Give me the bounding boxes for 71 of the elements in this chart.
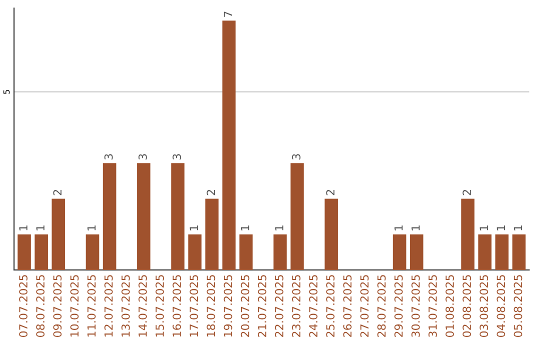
bar — [171, 163, 184, 270]
data-label: 3 — [138, 154, 147, 160]
x-tick-label: 23.07.2025 — [292, 275, 300, 337]
x-tick-label: 21.07.2025 — [258, 275, 266, 337]
x-tick-label: 26.07.2025 — [343, 275, 352, 337]
x-tick-label: 04.08.2025 — [496, 275, 506, 338]
data-label: 1 — [480, 226, 488, 230]
data-label: 1 — [19, 226, 28, 230]
data-label: 1 — [394, 226, 403, 230]
data-label: 2 — [53, 190, 62, 196]
bar — [273, 234, 287, 270]
bar — [461, 198, 474, 270]
x-tick-label: 13.07.2025 — [121, 275, 130, 337]
bar — [102, 163, 116, 270]
bar — [86, 234, 100, 270]
data-label: 3 — [172, 154, 182, 160]
y-tick-label: 5 — [3, 90, 10, 94]
bar — [512, 234, 526, 270]
data-label: 1 — [241, 226, 250, 230]
data-label: 1 — [36, 226, 44, 230]
x-tick-label: 27.07.2025 — [360, 275, 369, 337]
x-tick-label: 02.08.2025 — [462, 275, 472, 338]
data-label: 1 — [275, 226, 284, 230]
x-tick-label: 03.08.2025 — [480, 275, 488, 338]
x-tick-label: 09.07.2025 — [53, 275, 62, 338]
data-label: 2 — [206, 190, 215, 196]
x-tick-label: 11.07.2025 — [87, 275, 96, 337]
x-tick-label: 08.07.2025 — [36, 275, 45, 338]
bar — [52, 198, 66, 270]
data-label: 7 — [224, 12, 232, 17]
x-tick-label: 28.07.2025 — [377, 275, 386, 337]
x-tick-label: 22.07.2025 — [274, 275, 284, 337]
data-label: 2 — [462, 190, 471, 196]
data-label: 2 — [326, 190, 334, 196]
x-tick-label: 12.07.2025 — [104, 275, 113, 337]
bar — [478, 234, 492, 270]
x-tick-label: 29.07.2025 — [394, 275, 403, 337]
data-label: 1 — [496, 226, 505, 230]
x-tick-label: 10.07.2025 — [70, 275, 79, 337]
data-label: 1 — [514, 226, 522, 230]
x-tick-label: 31.07.2025 — [428, 275, 437, 337]
data-label: 3 — [292, 154, 300, 160]
bar — [137, 163, 150, 270]
x-tick-label: 19.07.2025 — [224, 275, 232, 337]
x-tick-label: 14.07.2025 — [138, 275, 147, 337]
x-tick-label: 24.07.2025 — [309, 275, 318, 337]
x-tick-label: 25.07.2025 — [326, 275, 335, 337]
data-label: 1 — [190, 226, 198, 230]
bar — [188, 234, 202, 270]
bar — [34, 234, 48, 270]
bar — [324, 198, 338, 270]
x-tick-label: 20.07.2025 — [240, 275, 250, 337]
x-tick-label: 30.07.2025 — [411, 275, 420, 337]
bar — [239, 234, 253, 270]
x-tick-label: 17.07.2025 — [190, 275, 198, 337]
bar — [18, 234, 31, 270]
data-label: 3 — [104, 154, 113, 160]
x-tick-label: 07.07.2025 — [19, 275, 28, 338]
bar — [290, 163, 304, 270]
data-label: 1 — [87, 226, 96, 230]
x-tick-label: 18.07.2025 — [206, 275, 216, 337]
x-tick-label: 16.07.2025 — [172, 275, 182, 337]
bar — [205, 198, 219, 270]
bar — [495, 234, 509, 270]
x-tick-label: 01.08.2025 — [446, 275, 454, 338]
bar — [392, 234, 406, 270]
bar — [410, 234, 424, 270]
x-tick-label: 05.08.2025 — [514, 275, 522, 338]
x-tick-label: 15.07.2025 — [156, 275, 164, 337]
bar — [222, 20, 236, 270]
data-label: 1 — [412, 226, 420, 230]
